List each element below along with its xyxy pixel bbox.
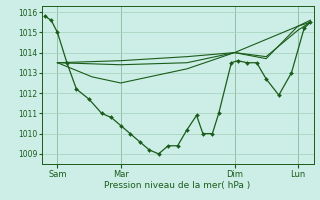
X-axis label: Pression niveau de la mer( hPa ): Pression niveau de la mer( hPa ) bbox=[104, 181, 251, 190]
